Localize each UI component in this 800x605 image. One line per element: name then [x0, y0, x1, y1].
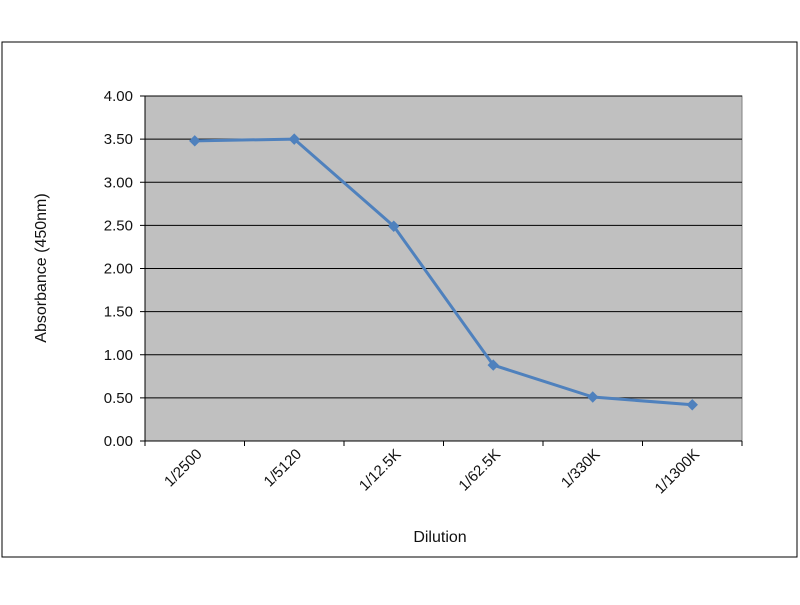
y-axis-title: Absorbance (450nm) [33, 193, 50, 342]
data-point-marker [487, 359, 499, 371]
y-tick-label: 4.00 [104, 88, 133, 105]
y-tick-label: 2.00 [104, 261, 133, 278]
y-tick-label: 0.50 [104, 390, 133, 407]
y-tick-label: 3.50 [104, 131, 133, 148]
y-tick-label: 0.00 [104, 433, 133, 450]
y-tick-label: 2.50 [104, 217, 133, 234]
y-tick-label: 3.00 [104, 174, 133, 191]
data-point-marker [288, 133, 300, 145]
data-point-marker [388, 220, 400, 232]
data-point-marker [189, 135, 201, 147]
data-point-marker [686, 399, 698, 411]
series-line [194, 137, 693, 407]
x-axis-title: Dilution [413, 529, 466, 546]
y-tick-label: 1.50 [104, 304, 133, 321]
y-tick-label: 1.00 [104, 347, 133, 364]
series-layer [189, 133, 698, 411]
y-axis: 0.00 0.50 1.00 1.50 2.00 2.50 3.00 3.50 4.00 [104, 88, 146, 450]
data-point-marker [587, 391, 599, 403]
gridlines [145, 95, 742, 399]
